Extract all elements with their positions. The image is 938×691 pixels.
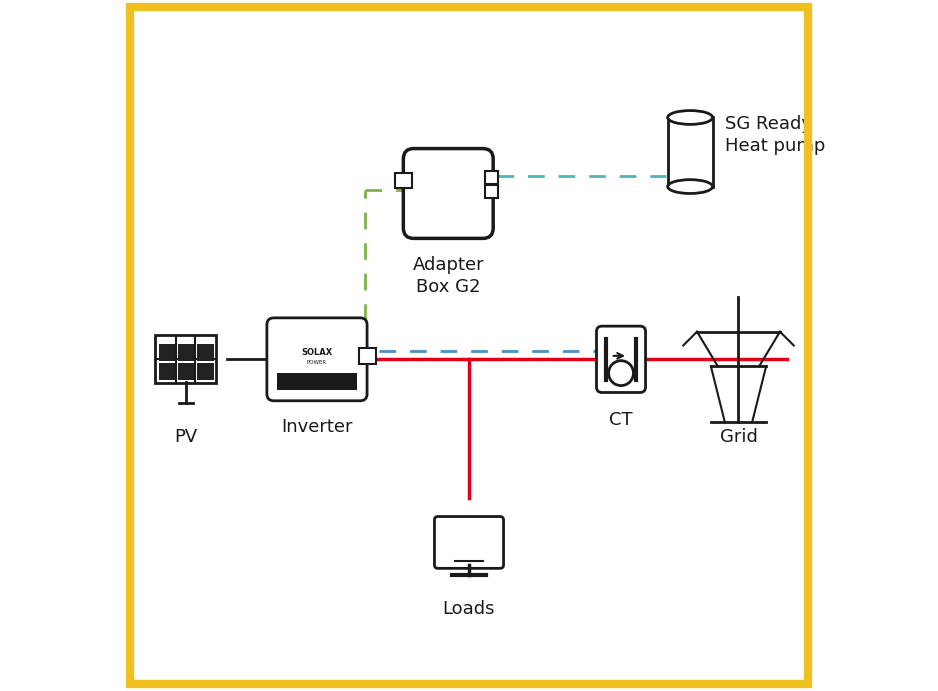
FancyBboxPatch shape — [434, 517, 504, 568]
Text: CT: CT — [609, 411, 633, 429]
Text: Adapter
Box G2: Adapter Box G2 — [413, 256, 484, 296]
Text: PV: PV — [174, 428, 197, 446]
Text: Grid: Grid — [719, 428, 757, 446]
FancyBboxPatch shape — [403, 149, 493, 238]
Bar — [178, 363, 194, 380]
FancyBboxPatch shape — [395, 173, 412, 188]
FancyBboxPatch shape — [485, 185, 498, 198]
Text: SOLAX: SOLAX — [301, 348, 333, 357]
FancyBboxPatch shape — [485, 171, 498, 184]
Ellipse shape — [668, 180, 713, 193]
FancyBboxPatch shape — [359, 348, 376, 364]
FancyBboxPatch shape — [267, 318, 367, 401]
Bar — [668, 117, 713, 187]
FancyBboxPatch shape — [155, 336, 217, 383]
Bar — [159, 344, 174, 361]
Bar — [178, 344, 194, 361]
Bar — [278, 373, 356, 390]
Text: SG Ready
Heat pump: SG Ready Heat pump — [725, 115, 825, 155]
Bar — [159, 363, 174, 380]
Text: Inverter: Inverter — [281, 418, 353, 436]
Text: Loads: Loads — [443, 600, 495, 618]
Bar — [198, 344, 214, 361]
FancyBboxPatch shape — [597, 326, 645, 392]
Ellipse shape — [668, 111, 713, 124]
Text: POWER: POWER — [307, 360, 327, 366]
Bar — [198, 363, 214, 380]
